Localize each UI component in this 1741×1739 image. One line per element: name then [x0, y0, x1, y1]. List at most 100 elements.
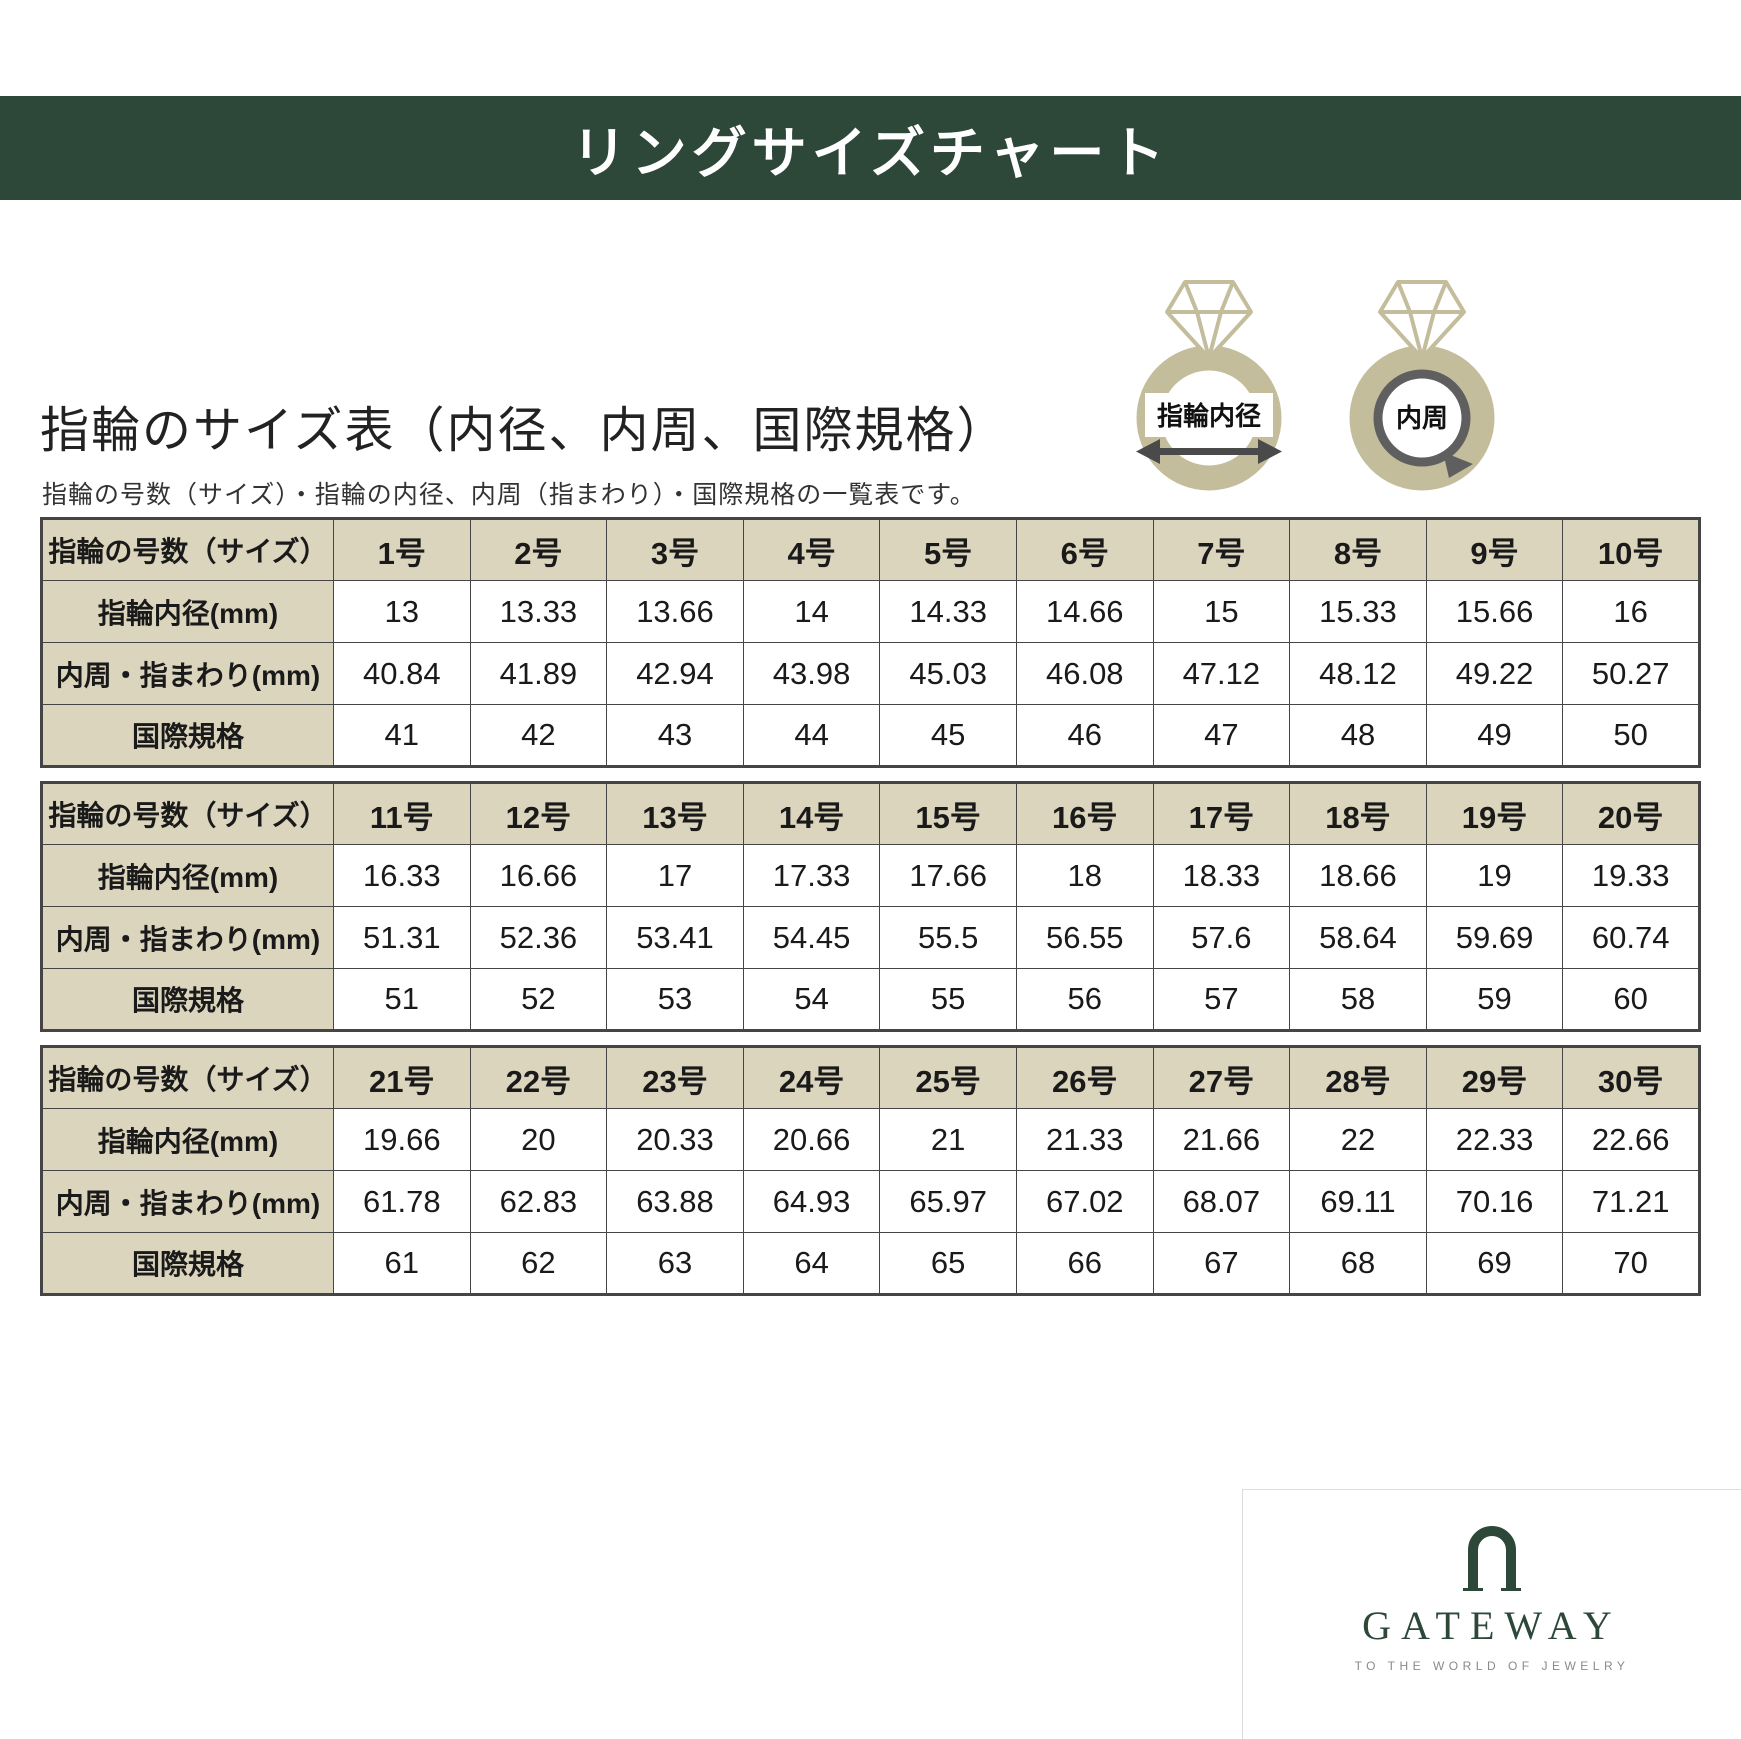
diameter-value: 15	[1152, 580, 1291, 643]
circumference-value: 52.36	[469, 906, 608, 969]
circumference-label: 内周	[1396, 403, 1448, 433]
diameter-value: 14	[742, 580, 881, 643]
size-value: 15号	[879, 782, 1017, 845]
size-value: 19号	[1425, 782, 1564, 845]
size-value: 7号	[1152, 518, 1291, 581]
size-value: 30号	[1562, 1046, 1700, 1109]
size-value: 14号	[742, 782, 881, 845]
diameter-value: 16.33	[333, 844, 471, 907]
diameter-value: 18.33	[1152, 844, 1291, 907]
international-value: 61	[333, 1232, 471, 1295]
circumference-value: 46.08	[1015, 642, 1154, 705]
size-value: 10号	[1562, 518, 1700, 581]
diameter-value: 13.66	[606, 580, 744, 643]
international-value: 45	[879, 704, 1017, 767]
ring-diagrams: 指輪内径 内周	[1112, 266, 1520, 506]
international-row: 国際規格 41 42 43 44 45 46 47 48 49 50	[41, 704, 1700, 767]
page-banner: リングサイズチャート	[0, 96, 1741, 200]
international-value: 65	[879, 1232, 1017, 1295]
diameter-value: 15.33	[1289, 580, 1427, 643]
diameter-row-label: 指輪内径(mm)	[41, 1108, 334, 1171]
size-row-label: 指輪の号数（サイズ）	[41, 782, 334, 845]
ring-size-table-1: 指輪の号数（サイズ） 1号 2号 3号 4号 5号 6号 7号 8号 9号 10号 指輪内径(mm) 1…	[40, 517, 1701, 768]
size-value: 21号	[333, 1046, 471, 1109]
diameter-value: 13	[333, 580, 471, 643]
circumference-circle	[1373, 369, 1471, 467]
diameter-value: 20	[469, 1108, 608, 1171]
diameter-value: 20.66	[742, 1108, 881, 1171]
page-title: 指輪のサイズ表（内径、内周、国際規格）	[40, 403, 1008, 458]
size-row: 指輪の号数（サイズ） 21号 22号 23号 24号 25号 26号 27号 28号 29号 30号	[41, 1046, 1700, 1109]
diameter-value: 22	[1289, 1108, 1427, 1171]
international-value: 41	[333, 704, 471, 767]
size-value: 2号	[469, 518, 608, 581]
international-value: 63	[606, 1232, 744, 1295]
circumference-arrow-icon	[1443, 452, 1473, 478]
size-value: 16号	[1015, 782, 1154, 845]
logo-block: GATEWAY TO THE WORLD OF JEWELRY	[1242, 1489, 1741, 1739]
circumference-value: 55.5	[879, 906, 1017, 969]
international-value: 57	[1152, 968, 1291, 1031]
circumference-value: 68.07	[1152, 1170, 1291, 1233]
international-row-label: 国際規格	[41, 1232, 334, 1295]
diameter-value: 13.33	[469, 580, 608, 643]
circumference-value: 53.41	[606, 906, 744, 969]
ring-inner-diameter-diagram: 指輪内径	[1136, 280, 1282, 491]
diameter-value: 19	[1425, 844, 1564, 907]
international-value: 48	[1289, 704, 1427, 767]
diameter-value: 21.66	[1152, 1108, 1291, 1171]
international-value: 58	[1289, 968, 1427, 1031]
international-value: 70	[1562, 1232, 1700, 1295]
circumference-value: 59.69	[1425, 906, 1564, 969]
size-value: 18号	[1289, 782, 1427, 845]
circumference-value: 61.78	[333, 1170, 471, 1233]
size-value: 1号	[333, 518, 471, 581]
size-value: 3号	[606, 518, 744, 581]
size-value: 12号	[469, 782, 608, 845]
international-row: 国際規格 51 52 53 54 55 56 57 58 59 60	[41, 968, 1700, 1031]
circumference-row: 内周・指まわり(mm) 61.78 62.83 63.88 64.93 65.97 67.0…	[41, 1170, 1700, 1233]
diameter-value: 16	[1562, 580, 1700, 643]
circumference-value: 70.16	[1425, 1170, 1564, 1233]
diameter-value: 21	[879, 1108, 1017, 1171]
circumference-value: 64.93	[742, 1170, 881, 1233]
diameter-value: 18.66	[1289, 844, 1427, 907]
diameter-value: 19.33	[1562, 844, 1700, 907]
international-value: 67	[1152, 1232, 1291, 1295]
size-value: 26号	[1015, 1046, 1154, 1109]
circumference-value: 67.02	[1015, 1170, 1154, 1233]
diamond-icon	[1378, 280, 1466, 360]
diamond-icon	[1165, 280, 1253, 360]
diameter-value: 22.33	[1425, 1108, 1564, 1171]
ring-size-table-3: 指輪の号数（サイズ） 21号 22号 23号 24号 25号 26号 27号 28号 29号 30号…	[40, 1045, 1701, 1296]
circumference-row-label: 内周・指まわり(mm)	[41, 906, 334, 969]
circumference-value: 47.12	[1152, 642, 1291, 705]
international-row-label: 国際規格	[41, 704, 334, 767]
size-value: 25号	[879, 1046, 1017, 1109]
international-value: 52	[469, 968, 608, 1031]
diameter-row-label: 指輪内径(mm)	[41, 580, 334, 643]
circumference-value: 69.11	[1289, 1170, 1427, 1233]
international-value: 62	[469, 1232, 608, 1295]
diameter-value: 14.66	[1015, 580, 1154, 643]
diameter-value: 16.66	[469, 844, 608, 907]
circumference-value: 57.6	[1152, 906, 1291, 969]
banner-title: リングサイズチャート	[571, 122, 1170, 184]
diameter-value: 20.33	[606, 1108, 744, 1171]
diameter-value: 17.66	[879, 844, 1017, 907]
size-row-label: 指輪の号数（サイズ）	[41, 1046, 334, 1109]
international-value: 50	[1562, 704, 1700, 767]
size-value: 22号	[469, 1046, 608, 1109]
international-value: 49	[1425, 704, 1564, 767]
diameter-value: 17.33	[742, 844, 881, 907]
circumference-value: 51.31	[333, 906, 471, 969]
circumference-value: 43.98	[742, 642, 881, 705]
international-value: 47	[1152, 704, 1291, 767]
size-value: 8号	[1289, 518, 1427, 581]
circumference-value: 65.97	[879, 1170, 1017, 1233]
international-value: 56	[1015, 968, 1154, 1031]
size-row: 指輪の号数（サイズ） 1号 2号 3号 4号 5号 6号 7号 8号 9号 10号	[41, 518, 1700, 581]
circumference-value: 71.21	[1562, 1170, 1700, 1233]
size-value: 20号	[1562, 782, 1700, 845]
size-value: 4号	[742, 518, 881, 581]
